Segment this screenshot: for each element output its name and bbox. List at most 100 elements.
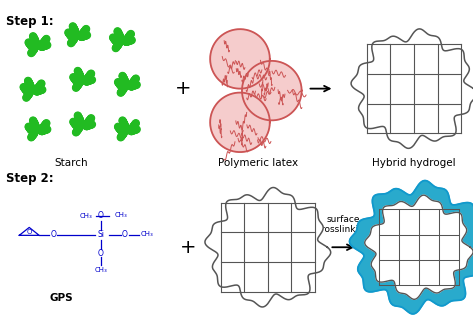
- Circle shape: [76, 70, 82, 77]
- Circle shape: [84, 121, 91, 127]
- Circle shape: [74, 77, 82, 83]
- Circle shape: [82, 26, 89, 33]
- Circle shape: [120, 119, 127, 126]
- Circle shape: [131, 127, 137, 134]
- Circle shape: [36, 84, 42, 91]
- Circle shape: [25, 78, 32, 85]
- Circle shape: [76, 72, 83, 78]
- Circle shape: [28, 86, 35, 93]
- Circle shape: [113, 44, 120, 50]
- Circle shape: [112, 38, 119, 44]
- Circle shape: [21, 85, 28, 92]
- Circle shape: [122, 82, 129, 89]
- Circle shape: [120, 85, 127, 92]
- Circle shape: [78, 34, 85, 40]
- Circle shape: [122, 81, 129, 87]
- Circle shape: [126, 33, 132, 40]
- Circle shape: [118, 132, 126, 139]
- Circle shape: [117, 32, 123, 39]
- Polygon shape: [205, 187, 331, 307]
- Circle shape: [83, 123, 90, 130]
- Circle shape: [42, 127, 49, 134]
- Circle shape: [85, 122, 92, 129]
- Circle shape: [27, 83, 34, 89]
- Circle shape: [116, 125, 122, 131]
- Circle shape: [35, 86, 41, 93]
- Circle shape: [72, 33, 79, 40]
- Circle shape: [112, 37, 118, 44]
- Circle shape: [76, 125, 82, 132]
- Text: Si: Si: [97, 230, 104, 239]
- Circle shape: [25, 91, 32, 98]
- Circle shape: [131, 121, 138, 128]
- Circle shape: [69, 23, 76, 30]
- Circle shape: [29, 132, 36, 139]
- Circle shape: [76, 80, 82, 87]
- Circle shape: [80, 77, 87, 83]
- Circle shape: [74, 112, 81, 119]
- Circle shape: [127, 37, 134, 44]
- Circle shape: [84, 120, 91, 127]
- Circle shape: [32, 122, 39, 129]
- Circle shape: [23, 94, 30, 101]
- Circle shape: [27, 88, 34, 94]
- Circle shape: [126, 33, 133, 39]
- Circle shape: [20, 84, 27, 91]
- Circle shape: [36, 43, 43, 49]
- Circle shape: [27, 41, 33, 48]
- Circle shape: [119, 73, 126, 79]
- Circle shape: [121, 128, 128, 134]
- Circle shape: [128, 127, 135, 134]
- Circle shape: [31, 129, 38, 136]
- Circle shape: [71, 34, 78, 41]
- Circle shape: [115, 40, 122, 47]
- Circle shape: [128, 37, 135, 44]
- Circle shape: [84, 78, 91, 85]
- Circle shape: [115, 79, 121, 85]
- Circle shape: [43, 36, 49, 43]
- Circle shape: [85, 73, 92, 80]
- Circle shape: [26, 80, 33, 87]
- Circle shape: [71, 27, 78, 33]
- Circle shape: [40, 39, 47, 46]
- Circle shape: [27, 82, 33, 88]
- Circle shape: [42, 122, 48, 128]
- Circle shape: [77, 76, 84, 82]
- Circle shape: [71, 26, 78, 33]
- Circle shape: [85, 122, 91, 129]
- Circle shape: [114, 28, 121, 35]
- Circle shape: [84, 122, 91, 128]
- Circle shape: [133, 126, 139, 133]
- Circle shape: [32, 38, 38, 44]
- Circle shape: [118, 127, 124, 134]
- Circle shape: [113, 44, 119, 51]
- Circle shape: [35, 85, 41, 92]
- Circle shape: [128, 83, 135, 90]
- Circle shape: [33, 41, 40, 48]
- Circle shape: [74, 77, 81, 83]
- Circle shape: [25, 87, 32, 93]
- Circle shape: [74, 127, 81, 134]
- Circle shape: [73, 31, 80, 38]
- Circle shape: [68, 40, 74, 47]
- Circle shape: [40, 127, 46, 134]
- Circle shape: [35, 88, 42, 94]
- Circle shape: [81, 77, 87, 83]
- Circle shape: [117, 82, 124, 89]
- Circle shape: [77, 33, 84, 40]
- Circle shape: [123, 125, 129, 132]
- Circle shape: [72, 31, 78, 38]
- Circle shape: [67, 32, 74, 39]
- Circle shape: [77, 73, 83, 80]
- Circle shape: [84, 77, 91, 84]
- Circle shape: [26, 40, 33, 47]
- Circle shape: [26, 91, 32, 98]
- Circle shape: [79, 121, 86, 127]
- Circle shape: [118, 127, 125, 134]
- Circle shape: [75, 126, 82, 133]
- Circle shape: [82, 78, 90, 85]
- Circle shape: [128, 37, 135, 44]
- Circle shape: [33, 41, 40, 48]
- Circle shape: [30, 46, 37, 53]
- Circle shape: [25, 78, 32, 85]
